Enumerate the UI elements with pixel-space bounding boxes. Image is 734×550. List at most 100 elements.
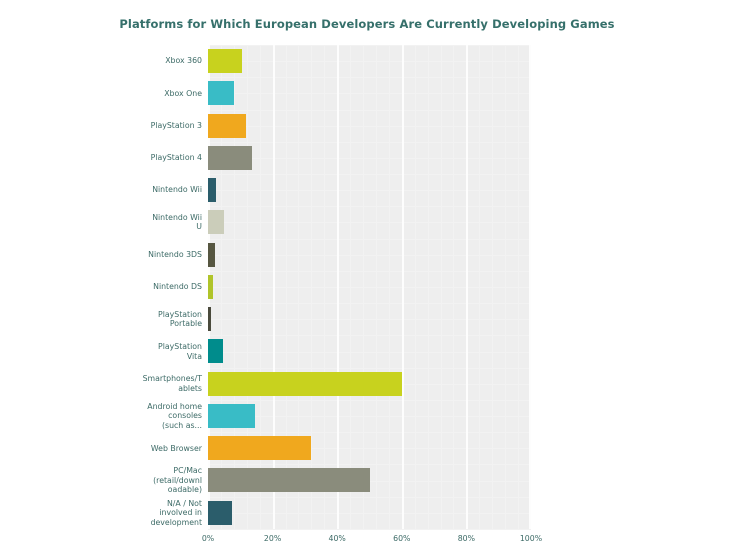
gridline-minor-horizontal: [208, 270, 531, 272]
gridline-minor-horizontal: [208, 512, 531, 514]
y-axis-tick-label: Nintendo Wii U: [152, 212, 202, 232]
bar-row: [208, 174, 531, 206]
y-axis-tick: Web Browser: [120, 432, 202, 464]
bar-row: [208, 77, 531, 109]
gridline-minor-horizontal: [208, 109, 531, 111]
gridline-minor-horizontal: [208, 399, 531, 401]
bar-row: [208, 239, 531, 271]
bar-row: [208, 400, 531, 432]
bar[interactable]: [208, 274, 213, 299]
y-axis-tick: Smartphones/T ablets: [120, 368, 202, 400]
y-axis-tick-label: Nintendo 3DS: [148, 249, 202, 259]
bar[interactable]: [208, 81, 235, 106]
bar[interactable]: [208, 307, 211, 332]
y-axis-tick-label: Smartphones/T ablets: [142, 374, 202, 393]
bar-row: [208, 142, 531, 174]
bar-row: [208, 335, 531, 367]
gridline-minor-horizontal: [208, 45, 531, 46]
bar-row: [208, 110, 531, 142]
gridline-minor-horizontal: [208, 206, 531, 208]
bar-row: [208, 45, 531, 77]
y-axis-tick: Nintendo Wii U: [120, 206, 202, 238]
y-axis-tick-label: Xbox 360: [165, 56, 202, 66]
y-axis-tick: Nintendo Wii: [120, 174, 202, 206]
gridline-major: [466, 45, 469, 529]
y-axis-tick: PlayStation 4: [120, 142, 202, 174]
gridline-minor-horizontal: [208, 222, 531, 224]
bar[interactable]: [208, 403, 255, 428]
y-axis-tick-label: PlayStation 3: [150, 120, 202, 130]
y-axis-tick: PlayStation 3: [120, 110, 202, 142]
gridline-major: [272, 45, 275, 529]
gridline-minor-horizontal: [208, 496, 531, 498]
bar[interactable]: [208, 210, 225, 235]
y-axis-tick: PlayStation Portable: [120, 303, 202, 335]
gridline-minor-horizontal: [208, 416, 531, 418]
gridline-minor-horizontal: [208, 125, 531, 127]
bar[interactable]: [208, 436, 312, 461]
gridline-minor-horizontal: [208, 480, 531, 482]
x-axis-tick-label: 0%: [201, 534, 215, 543]
gridline-minor-horizontal: [208, 93, 531, 95]
gridline-minor-horizontal: [208, 351, 531, 353]
gridline-minor-horizontal: [208, 464, 531, 466]
x-axis-tick-label: 100%: [519, 534, 543, 543]
gridline-major: [529, 45, 531, 529]
y-axis-labels: Xbox 360 Xbox One PlayStation 3 PlayStation…: [120, 45, 202, 529]
bar-row: [208, 206, 531, 238]
gridline-minor-horizontal: [208, 174, 531, 176]
bar[interactable]: [208, 242, 216, 267]
gridline-minor-horizontal: [208, 303, 531, 305]
x-axis-tick-label: 20%: [263, 534, 282, 543]
gridline-minor-horizontal: [208, 190, 531, 192]
bar[interactable]: [208, 113, 247, 138]
bar[interactable]: [208, 49, 242, 73]
bar-row: [208, 271, 531, 303]
x-axis-tick-label: 60%: [393, 534, 411, 543]
bar[interactable]: [208, 339, 223, 364]
y-axis-tick-label: Nintendo Wii: [152, 185, 202, 195]
gridline-minor-horizontal: [208, 157, 531, 159]
bar[interactable]: [208, 468, 370, 493]
gridline-minor-horizontal: [208, 529, 531, 530]
bar[interactable]: [208, 500, 233, 525]
bar-row: [208, 464, 531, 496]
gridline-minor-horizontal: [208, 254, 531, 256]
y-axis-tick: N/A / Not involved in development: [120, 497, 202, 529]
gridline-minor-horizontal: [208, 77, 531, 79]
chart-title: Platforms for Which European Developers …: [119, 17, 615, 31]
gridline-minor-horizontal: [208, 448, 531, 450]
y-axis-tick-label: PlayStation Portable: [158, 309, 202, 329]
y-axis-tick: Xbox 360: [120, 45, 202, 77]
y-axis-tick-label: N/A / Not involved in development: [150, 498, 202, 527]
y-axis-tick-label: Web Browser: [150, 443, 202, 453]
bar[interactable]: [208, 145, 252, 170]
y-axis-tick: PC/Mac (retail/downl oadable): [120, 464, 202, 496]
gridline-minor-horizontal: [208, 287, 531, 288]
gridline-minor-horizontal: [208, 432, 531, 434]
bar-row: [208, 432, 531, 464]
gridline-minor-horizontal: [208, 319, 531, 321]
x-axis-labels: 0% 20% 40% 60% 80% 100%: [202, 534, 542, 548]
gridline-minor-horizontal: [208, 335, 531, 337]
gridline-minor-horizontal: [208, 141, 531, 143]
bar[interactable]: [208, 371, 402, 396]
y-axis-tick-label: PC/Mac (retail/downl oadable): [153, 466, 202, 495]
bars-layer: [208, 45, 531, 529]
y-axis-tick-label: Xbox One: [164, 88, 202, 98]
x-axis-tick-label: 40%: [328, 534, 346, 543]
y-axis-tick-label: PlayStation 4: [150, 153, 202, 163]
bar-row: [208, 303, 531, 335]
bar[interactable]: [208, 178, 217, 203]
y-axis-tick: Nintendo 3DS: [120, 239, 202, 271]
y-axis-tick-label: PlayStation Vita: [158, 342, 202, 361]
bar-row: [208, 368, 531, 400]
gridline-minor-horizontal: [208, 61, 531, 63]
bar-row: [208, 497, 531, 529]
gridline-major: [401, 45, 404, 529]
y-axis-tick: PlayStation Vita: [120, 335, 202, 367]
gridline-minor-horizontal: [208, 367, 531, 369]
x-axis-tick-label: 80%: [457, 534, 476, 543]
y-axis-tick-label: Android home consoles (such as...: [147, 401, 202, 430]
